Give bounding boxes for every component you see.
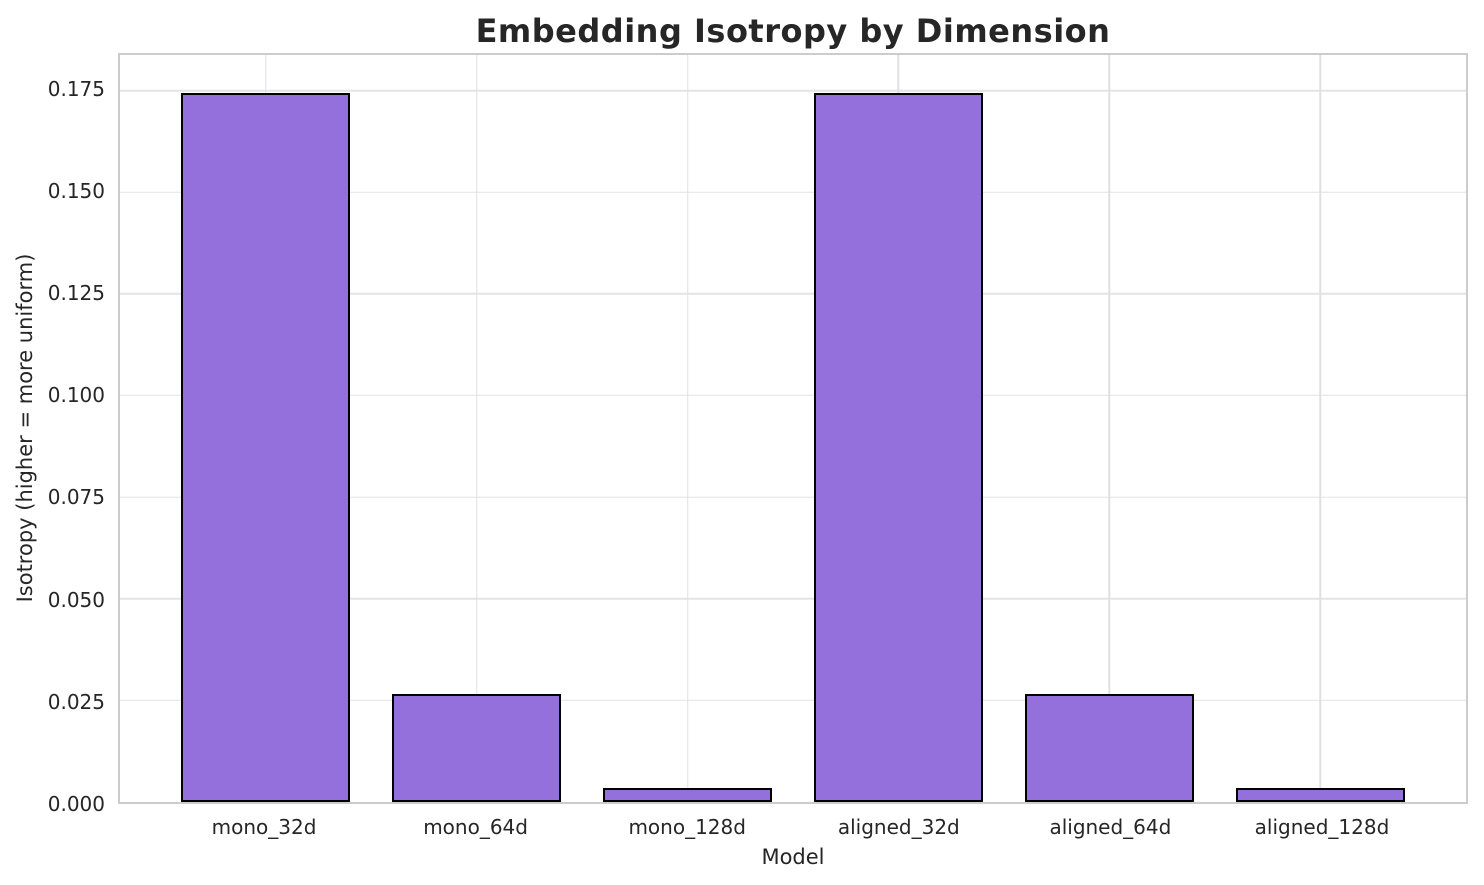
y-tick-label: 0.000 [47, 792, 105, 816]
v-gridline [475, 55, 478, 802]
x-axis-ticks: mono_32d mono_64d mono_128d aligned_32d alig… [118, 815, 1468, 843]
bar-mono_128d [603, 788, 772, 802]
y-tick-label: 0.175 [47, 76, 105, 101]
h-gridline [120, 89, 1466, 92]
y-tick-label: 0.025 [47, 689, 105, 714]
v-gridline [686, 55, 689, 802]
x-tick-label: mono_64d [423, 815, 528, 839]
y-tick-label: 0.150 [47, 178, 105, 203]
chart-title: Embedding Isotropy by Dimension [475, 12, 1111, 50]
h-gridline [120, 394, 1466, 397]
y-tick-label: 0.075 [47, 485, 105, 510]
v-gridline [1319, 55, 1322, 802]
bar-aligned_128d [1236, 788, 1405, 802]
h-gridline [120, 699, 1466, 702]
x-tick-label: aligned_32d [837, 815, 960, 839]
y-axis-ticks: 0.000 0.025 0.050 0.075 0.100 0.125 0.150 0.175 [0, 53, 105, 816]
x-tick-label: aligned_128d [1254, 815, 1390, 839]
bar-mono_32d [181, 92, 350, 802]
bar-aligned_64d [1025, 694, 1194, 802]
bar-mono_64d [392, 694, 561, 802]
h-gridline [120, 598, 1466, 600]
plot-area [118, 53, 1468, 804]
y-axis-label: Isotropy (higher = more uniform) [13, 253, 37, 603]
x-tick-label: mono_32d [211, 815, 317, 839]
v-gridline [1108, 55, 1111, 802]
x-tick-label: aligned_64d [1049, 815, 1172, 839]
x-tick-label: mono_128d [628, 815, 746, 839]
y-tick-label: 0.125 [47, 281, 105, 306]
x-axis-label: Model [761, 845, 825, 869]
y-tick-label: 0.100 [47, 383, 105, 408]
y-tick-label: 0.050 [47, 587, 105, 612]
bar-aligned_32d [814, 92, 983, 802]
plot-inner [120, 55, 1466, 802]
h-gridline [120, 191, 1466, 193]
h-gridline [120, 496, 1466, 498]
h-gridline [120, 293, 1466, 295]
